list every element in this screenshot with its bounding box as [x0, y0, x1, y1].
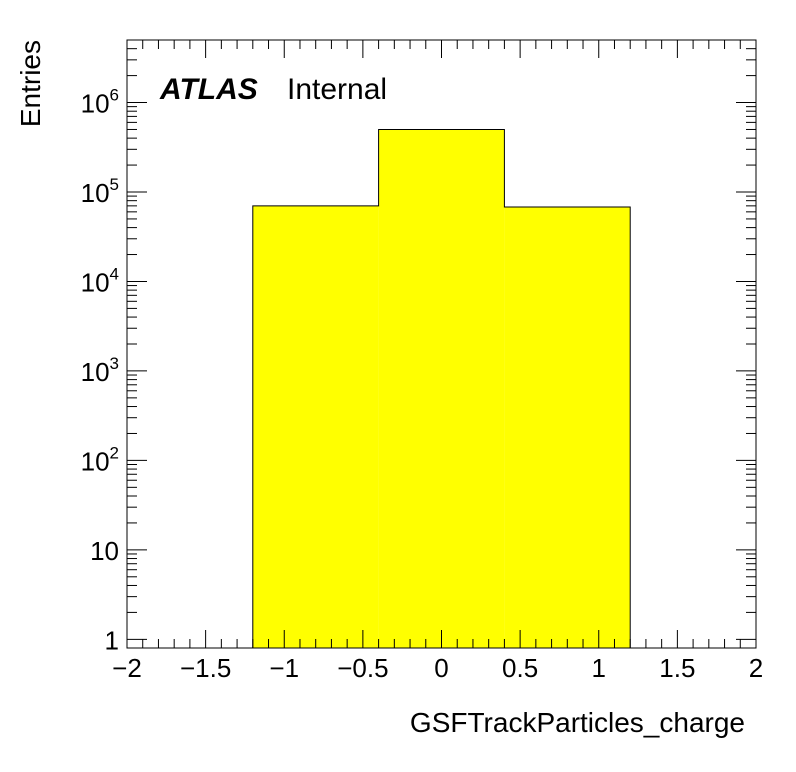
- histogram-bars: [252, 128, 631, 649]
- y-tick-label: 103: [81, 354, 119, 387]
- y-tick-label: 1: [105, 625, 119, 655]
- axis-ticks: [126, 39, 757, 648]
- x-tick-label: −2: [112, 653, 142, 683]
- x-tick-labels: −2 −1.5 −1 −0.5 0 0.5 1 1.5 2: [112, 653, 763, 683]
- histogram-outline: [252, 128, 631, 648]
- y-tick-label: 10: [90, 536, 119, 566]
- y-tick-label: 102: [81, 443, 119, 476]
- atlas-label: ATLAS: [159, 73, 258, 106]
- y-tick-label: 106: [81, 86, 119, 119]
- x-axis-title: GSFTrackParticles_charge: [410, 707, 745, 738]
- histogram-bin: [252, 205, 379, 648]
- internal-label: Internal: [287, 73, 387, 106]
- histogram-bin: [504, 206, 631, 649]
- x-tick-label: 1: [592, 653, 606, 683]
- x-tick-label: −1: [269, 653, 299, 683]
- y-tick-label: 104: [81, 264, 119, 297]
- y-tick-labels: 1 10 102 103 104 105 106: [81, 86, 119, 656]
- x-tick-label: 0.5: [502, 653, 538, 683]
- x-tick-label: −1.5: [180, 653, 231, 683]
- y-axis-title: Entries: [15, 40, 46, 127]
- x-tick-label: 0: [434, 653, 448, 683]
- x-tick-label: 2: [749, 653, 763, 683]
- histogram-bin: [378, 129, 505, 649]
- x-tick-label: 1.5: [659, 653, 695, 683]
- x-tick-label: −0.5: [337, 653, 388, 683]
- y-tick-label: 105: [81, 175, 119, 208]
